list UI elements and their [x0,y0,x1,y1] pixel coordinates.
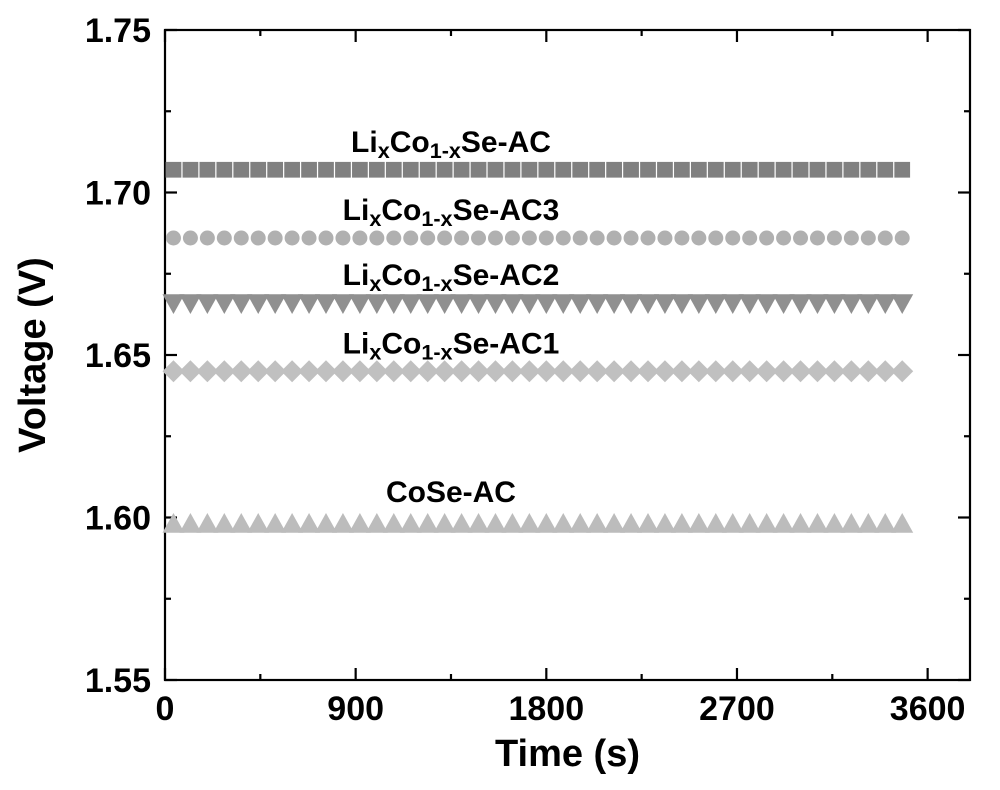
chart-svg: 0 900 1800 2700 3600 1.55 1.60 1.65 1.70 1.75 Time… [0,0,1000,790]
x-tick-label: 0 [156,690,175,728]
series-LixCo1-xSe-AC [166,162,910,178]
x-tick-label: 3600 [890,690,966,728]
series-label: LixCo1-xSe-AC [351,126,551,163]
series-LixCo1-xSe-AC2 [162,294,913,314]
series-label: CoSe-AC [386,476,516,509]
y-tick-label: 1.55 [85,662,151,700]
x-tick-label: 1800 [508,690,584,728]
y-tick-label: 1.60 [85,500,151,538]
y-tick-label: 1.65 [85,337,151,375]
y-tick-label: 1.70 [85,175,151,213]
x-tick-label: 900 [327,690,384,728]
series-LixCo1-xSe-AC3 [166,231,910,246]
x-tick-label: 2700 [699,690,775,728]
x-axis-label: Time (s) [495,733,640,775]
series-label: LixCo1-xSe-AC2 [343,259,560,296]
y-axis-label: Voltage (V) [12,257,54,453]
series-label: LixCo1-xSe-AC3 [343,194,560,231]
plot-border [165,30,970,680]
series-label: LixCo1-xSe-AC1 [343,327,560,364]
chart-container: 0 900 1800 2700 3600 1.55 1.60 1.65 1.70 1.75 Time… [0,0,1000,790]
series-LixCo1-xSe-AC1 [162,360,913,382]
series-CoSe-AC [162,513,913,533]
y-tick-label: 1.75 [85,12,151,50]
